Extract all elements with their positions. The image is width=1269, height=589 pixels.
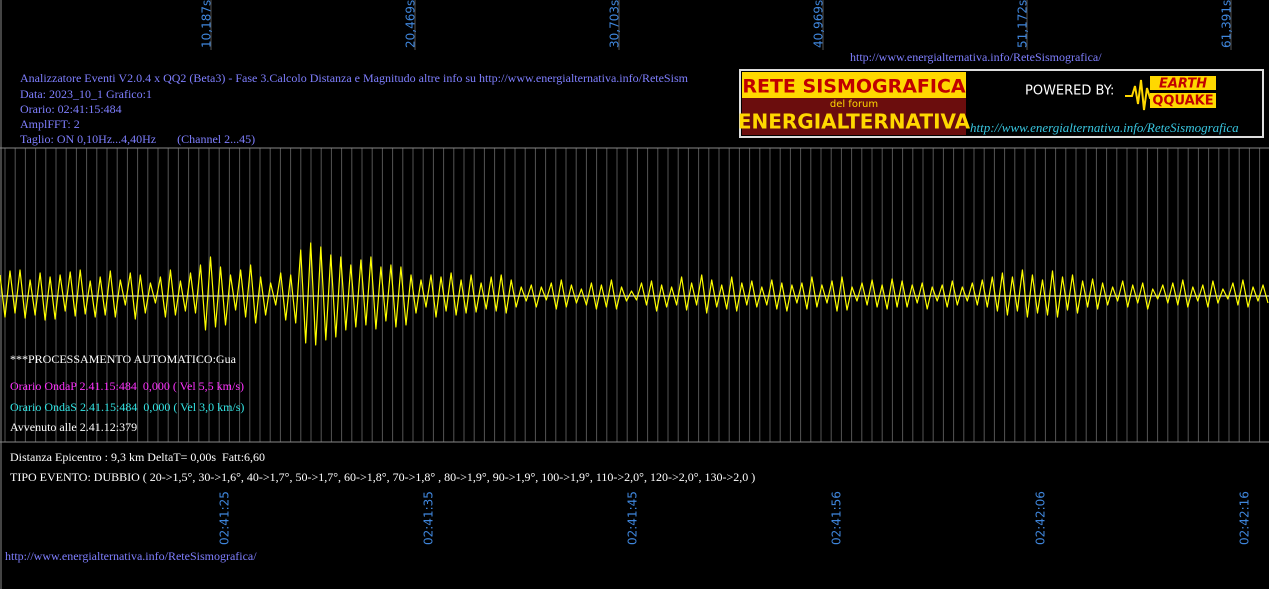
info-line: Data: 2023_10_1 Grafico:1 — [20, 87, 152, 101]
distance: Distanza Epicentro : 9,3 km DeltaT= 0,00… — [10, 450, 265, 464]
info-line: Orario: 02:41:15:484 — [20, 102, 122, 116]
logo-url: http://www.energialternativa.info/ReteSi… — [970, 120, 1239, 135]
logo-band — [742, 72, 966, 98]
logo-subtitle: del forum — [830, 99, 878, 110]
wave-p: Orario OndaP 2.41.15:484 0,000 ( Vel 5,5… — [10, 379, 244, 393]
bottom-time-label: 02:42:06 — [1034, 491, 1048, 545]
bottom-time-label: 02:41:25 — [218, 491, 232, 545]
logo-title: RETE SISMOGRAFICA — [742, 76, 966, 98]
wave-s: Orario OndaS 2.41.15:484 0,000 ( Vel 3,0… — [10, 400, 244, 414]
bottom-time-label: 02:42:16 — [1238, 491, 1252, 545]
top-time-label: 61,391s — [1220, 0, 1234, 48]
bottom-time-label: 02:41:45 — [626, 491, 640, 545]
occurred: Avvenuto alle 2.41.12:379 — [10, 420, 137, 434]
top-time-label: 40,969s — [812, 0, 826, 48]
processing: ***PROCESSAMENTO AUTOMATICO:Gua — [10, 352, 237, 366]
waveform-line — [0, 242, 1269, 346]
info-line: Analizzatore Eventi V2.0.4 x QQ2 (Beta3)… — [20, 71, 689, 85]
header-url: http://www.energialternativa.info/ReteSi… — [850, 50, 1102, 64]
logo-powered: POWERED BY: — [1025, 84, 1114, 99]
top-time-label: 51,172s — [1016, 0, 1030, 48]
info-line: AmplFFT: 2 — [20, 117, 80, 131]
footer-url: http://www.energialternativa.info/ReteSi… — [5, 549, 257, 563]
event-type: TIPO EVENTO: DUBBIO ( 20->1,5°, 30->1,6°… — [10, 470, 755, 484]
logo-name: ENERGIALTERNATIVA — [738, 110, 971, 134]
logo-band — [742, 98, 966, 135]
logo: RETE SISMOGRAFICA del forum ENERGIALTERN… — [738, 69, 1264, 138]
top-time-label: 30,703s — [608, 0, 622, 48]
top-time-label: 10,187s — [200, 0, 214, 48]
logo-band — [1150, 93, 1216, 108]
waveform — [0, 242, 1269, 346]
top-time-label: 20,469s — [404, 0, 418, 48]
logo-band — [1150, 76, 1216, 90]
logo-brand: EARTH — [1159, 77, 1207, 92]
bottom-time-label: 02:41:56 — [830, 491, 844, 545]
logo-icon — [1125, 79, 1161, 111]
logo-brand: QQUAKE — [1152, 94, 1213, 109]
bottom-time-label: 02:41:35 — [422, 491, 436, 545]
info-line: Taglio: ON 0,10Hz...4,40Hz (Channel 2...… — [20, 132, 255, 146]
